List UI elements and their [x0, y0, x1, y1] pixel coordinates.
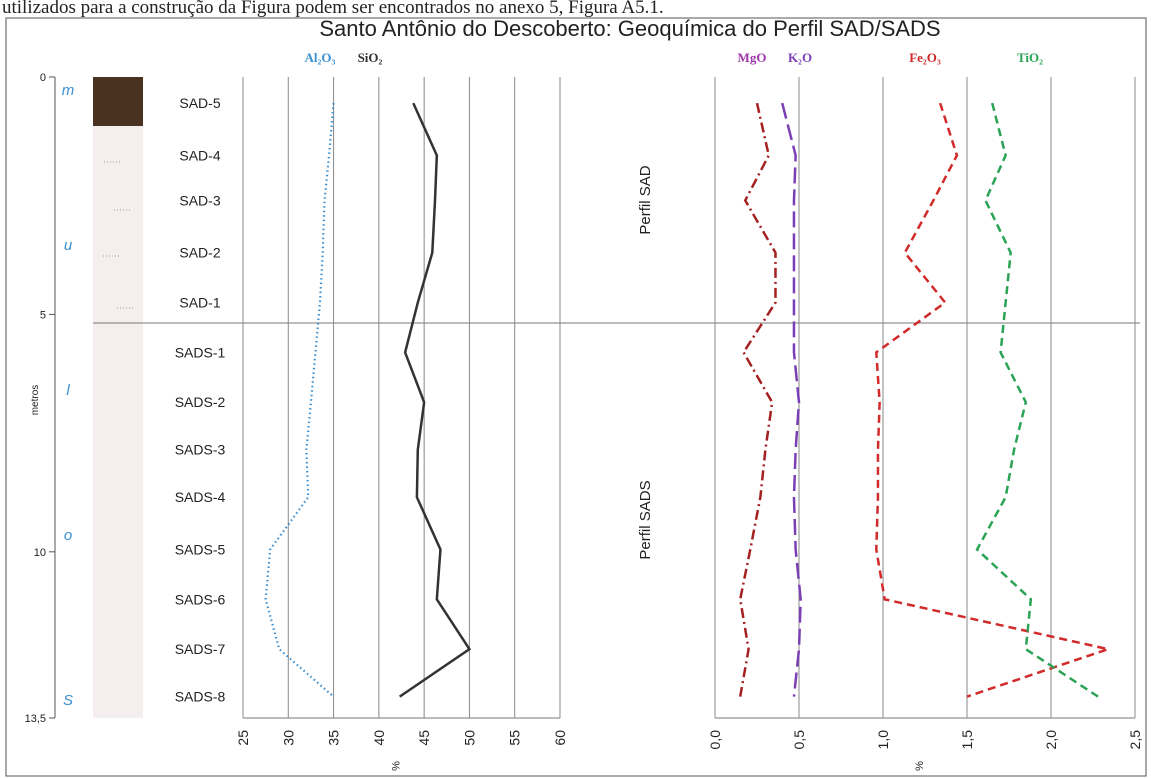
annotation: Perfil SAD [637, 165, 654, 234]
chart-title: Santo Antônio do Descoberto: Geoquímica … [319, 16, 940, 41]
sample-label: SADS-2 [175, 394, 226, 410]
series-label: K₂O [788, 50, 812, 65]
column-marks [103, 161, 135, 309]
x-tick-label: 35 [326, 730, 342, 746]
series-line [975, 102, 1099, 698]
series-label: TiO₂ [1017, 50, 1043, 65]
x-tick-label: 1,0 [875, 730, 891, 750]
sample-label: SAD-4 [179, 147, 220, 163]
x-tick-label: 55 [507, 730, 523, 746]
series-line [264, 103, 335, 698]
x-tick-label: 1,5 [959, 730, 975, 750]
series-line [398, 102, 472, 698]
x-tick-label: 60 [552, 730, 568, 746]
x-axis-label: % [914, 761, 926, 771]
unit-label: u [64, 237, 73, 254]
x-tick-label: 0,0 [707, 730, 723, 750]
x-tick-label: 30 [280, 730, 296, 746]
caption: utilizados para a construção da Figura p… [2, 0, 664, 18]
unit-label: m [62, 82, 75, 99]
sample-label: SADS-7 [175, 641, 226, 657]
y-tick-label: 10 [34, 547, 46, 559]
x-tick-label: 40 [371, 730, 387, 746]
x-tick-label: 45 [416, 730, 432, 746]
y-tick-label: 0 [40, 72, 46, 84]
frame [5, 17, 1147, 777]
sample-label: SADS-1 [175, 344, 226, 360]
sample-label: SAD-1 [179, 295, 220, 311]
unit-label: l [66, 382, 70, 399]
x-tick-label: 50 [461, 730, 477, 746]
x-tick-label: 25 [235, 730, 251, 746]
sample-label: SADS-8 [175, 689, 226, 705]
series-label: Fe₂O₃ [909, 50, 941, 65]
series-line [738, 102, 777, 697]
series-label: Al₂O₃ [305, 50, 336, 65]
sample-label: SADS-5 [175, 541, 226, 557]
y-tick-label: 13,5 [25, 713, 46, 725]
sample-label: SAD-2 [179, 245, 220, 261]
depth-label: metros [30, 385, 41, 416]
series-line [780, 102, 802, 697]
sample-label: SADS-3 [175, 442, 226, 458]
sample-label: SAD-5 [179, 95, 220, 111]
column-layer [93, 77, 143, 126]
sample-label: SADS-4 [175, 489, 226, 505]
unit-label: S [63, 692, 73, 709]
x-tick-label: 0,5 [791, 730, 807, 750]
unit-label: o [64, 527, 72, 544]
sample-label: SAD-3 [179, 192, 220, 208]
column [93, 77, 143, 718]
series-label: SiO₂ [358, 50, 383, 65]
sample-label: SADS-6 [175, 591, 226, 607]
x-axis-label: % [391, 761, 403, 771]
annotation: Perfil SADS [637, 480, 654, 559]
y-tick-label: 5 [40, 309, 46, 321]
series-line [874, 102, 1113, 698]
x-tick-label: 2,0 [1043, 730, 1059, 750]
series-label: MgO [738, 50, 767, 65]
x-tick-label: 2,5 [1127, 730, 1143, 750]
